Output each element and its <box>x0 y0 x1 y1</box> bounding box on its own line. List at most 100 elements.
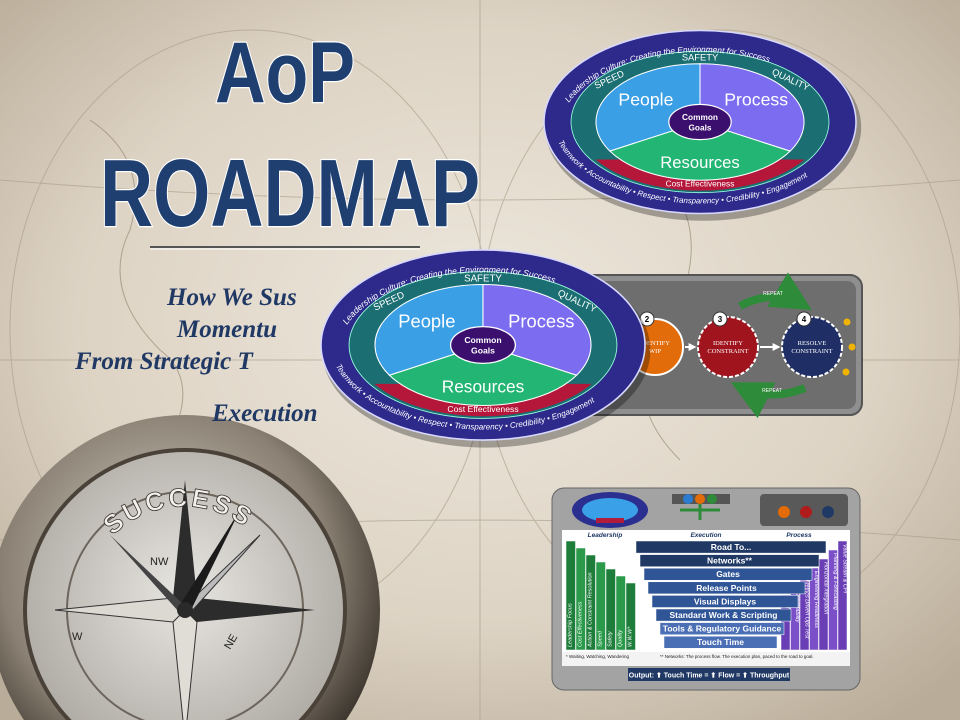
repeat-arrow <box>730 382 807 419</box>
roadmap-bar <box>639 554 820 567</box>
center-label: Goals <box>471 346 495 356</box>
step-number: 2 <box>645 315 650 324</box>
repeat-arrow <box>738 272 812 311</box>
bar-label: Touch Time <box>697 637 744 647</box>
pillar <box>837 540 848 651</box>
pillar <box>828 549 838 651</box>
segment-label: People <box>618 89 673 109</box>
center-goal <box>449 325 517 365</box>
notes-area <box>562 652 850 666</box>
center-goal <box>668 103 732 141</box>
mini-wheel <box>582 498 638 522</box>
step-label: IDENTIFY <box>640 340 670 347</box>
step-label: RESOLVE <box>798 340 827 347</box>
roadmap-bar <box>659 622 785 635</box>
segment-label: People <box>398 311 455 332</box>
step-badge <box>712 311 728 327</box>
compass-point: W <box>72 631 83 643</box>
pillar-label: W.W.W* <box>628 626 634 647</box>
pillar <box>615 575 626 651</box>
step-number: 3 <box>718 315 723 324</box>
column-header: Process <box>786 532 812 539</box>
note: ** Networks: The process flow. The execu… <box>660 654 814 659</box>
pillar <box>605 568 616 651</box>
pillar <box>625 582 636 651</box>
roadmap-bar <box>655 608 792 622</box>
subtitle-line: Execution <box>211 400 318 427</box>
column-header: Leadership <box>588 532 623 539</box>
repeat-label: REPEAT <box>762 388 782 394</box>
pillar <box>565 540 576 651</box>
output-text: Output: ⬆ Touch Time = ⬆ Flow = ⬆ Throug… <box>629 672 790 680</box>
needle <box>173 480 197 610</box>
resolve-marker <box>848 343 856 351</box>
step-label: WIP <box>649 348 661 355</box>
note: * Waiting, Watching, Wandering <box>566 654 630 659</box>
compass-pivot <box>177 602 193 618</box>
needle <box>185 598 315 622</box>
pillar <box>575 547 586 651</box>
pillar-label: Planning & Forecasting <box>832 553 838 611</box>
center-label: Common <box>682 112 718 122</box>
bar-label: Standard Work & Scripting <box>670 610 778 620</box>
center-label: Goals <box>688 122 711 132</box>
band-label: Cost Effectiveness <box>666 178 735 188</box>
step-label: CONSTRAINT <box>707 348 748 355</box>
mini-flow <box>672 494 730 520</box>
pillar-label: Value Stream & CPI <box>842 544 848 593</box>
band-label: Cost Effectiveness <box>447 404 518 414</box>
needle <box>110 535 185 612</box>
segment-label: Process <box>724 89 788 109</box>
segment-label: Resources <box>660 153 739 172</box>
pillar-label: Engineering Readiness <box>813 571 819 628</box>
process-panel: 2IDENTIFYWIP3IDENTIFYCONSTRAINT4RESOLVEC… <box>559 272 863 419</box>
title-line: ROADMAP <box>100 140 480 247</box>
pillar-label: Quality <box>618 629 624 647</box>
bar-label: Networks** <box>707 556 753 566</box>
pillar-label: Metrics Driven Ops Test <box>804 580 810 639</box>
step-label: CONSTRAINT <box>791 348 832 355</box>
segment-label: Resources <box>442 377 525 397</box>
segment <box>608 121 792 181</box>
step-badge <box>796 311 812 327</box>
step <box>697 316 759 378</box>
pillar-label: Action & Constraint Resolution <box>588 572 594 648</box>
roadmap-bar <box>647 581 806 595</box>
step <box>781 316 843 378</box>
title-line: AoP <box>215 25 355 121</box>
resolve-marker <box>842 368 850 376</box>
column-header: Execution <box>690 532 721 539</box>
subtitle-line: Momentu <box>176 316 277 343</box>
pillar-label: Horizontal Integration <box>823 562 829 614</box>
center-label: Common <box>464 335 501 345</box>
ring-label: SAFETY <box>464 273 502 284</box>
roadmap-panel: Leadership Execution Process Leadership Foc… <box>551 487 861 691</box>
roadmap-bar <box>635 540 827 554</box>
pillar-label: Safety <box>608 630 614 647</box>
roadmap-bar <box>663 635 778 649</box>
pillar <box>595 561 606 651</box>
segment-label: Process <box>508 311 574 332</box>
bar-label: Tools & Regulatory Guidance <box>663 624 782 634</box>
resolve-marker <box>843 318 851 326</box>
ring-label: SAFETY <box>682 53 719 63</box>
bar-label: Release Points <box>696 583 757 593</box>
pillar <box>809 567 819 651</box>
compass-point: NW <box>150 556 169 568</box>
segment <box>388 344 578 406</box>
pillar-label: Training <box>785 598 791 618</box>
pillar <box>818 558 829 651</box>
step-label: IDENTIFY <box>713 340 743 347</box>
bar-label: Gates <box>716 569 740 579</box>
compass-pointer <box>178 510 240 612</box>
subtitle-line: How We Sus <box>166 284 297 311</box>
roadmap-bar <box>651 595 799 608</box>
pillar-label: Leadership Focus <box>568 603 574 647</box>
matrix: Leadership Execution Process Leadership Foc… <box>565 532 848 651</box>
bar-label: Road To... <box>711 542 751 552</box>
roadmap-bar <box>643 567 813 581</box>
subtitle-line: From Strategic T <box>74 348 255 375</box>
